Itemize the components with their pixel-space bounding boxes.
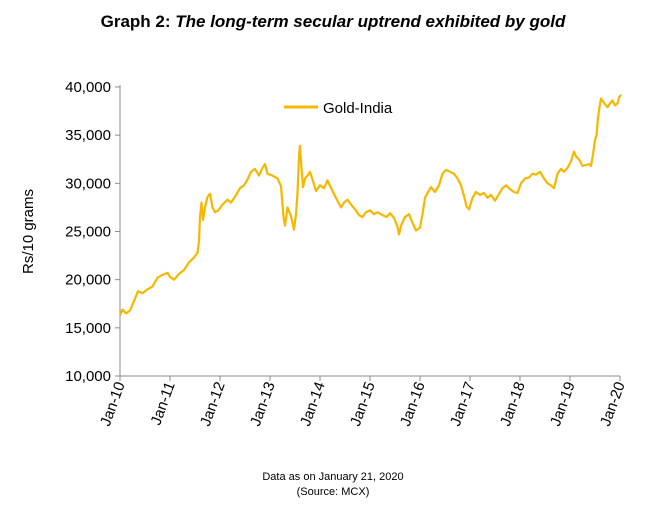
- y-axis-label: Rs/10 grams: [20, 189, 37, 274]
- x-tick-label: Jan-14: [297, 380, 329, 429]
- chart-title-main: The long-term secular uptrend exhibited …: [175, 12, 566, 31]
- x-tick-label: Jan-20: [597, 380, 629, 429]
- x-tick-label: Jan-16: [397, 380, 429, 429]
- x-tick-label: Jan-10: [97, 380, 129, 429]
- x-tick-label: Jan-18: [497, 380, 529, 429]
- y-tick-label: 40,000: [65, 79, 111, 96]
- chart-title-prefix: Graph 2:: [100, 12, 176, 31]
- x-tick-label: Jan-17: [447, 380, 479, 429]
- x-tick-label: Jan-12: [197, 380, 229, 429]
- chart-title: Graph 2: The long-term secular uptrend e…: [0, 12, 666, 32]
- chart-axes: 10,000 15,000 20,000 25,000 30,000 35,000 40,0…: [20, 79, 629, 428]
- series-layer: [118, 94, 622, 316]
- y-tick-label: 30,000: [65, 175, 111, 192]
- x-tick-label: Jan-11: [147, 380, 178, 428]
- y-tick-label: 15,000: [65, 320, 111, 337]
- chart-legend: Gold-India: [284, 100, 393, 117]
- y-tick-label: 20,000: [65, 272, 111, 289]
- footnote: Data as on January 21, 2020 (Source: MCX…: [0, 470, 666, 500]
- x-tick-label: Jan-15: [347, 380, 379, 429]
- y-tick-label: 10,000: [65, 368, 111, 385]
- footnote-date: Data as on January 21, 2020: [262, 471, 404, 483]
- x-tick-label: Jan-19: [547, 380, 579, 429]
- footnote-source: (Source: MCX): [296, 486, 370, 498]
- legend-label: Gold-India: [323, 100, 393, 117]
- x-tick-label: Jan-13: [247, 380, 279, 429]
- gold-price-chart: 10,000 15,000 20,000 25,000 30,000 35,000 40,0…: [20, 79, 629, 428]
- y-tick-label: 25,000: [65, 224, 111, 241]
- y-tick-label: 35,000: [65, 127, 111, 144]
- series-line-gold-india: [118, 94, 622, 316]
